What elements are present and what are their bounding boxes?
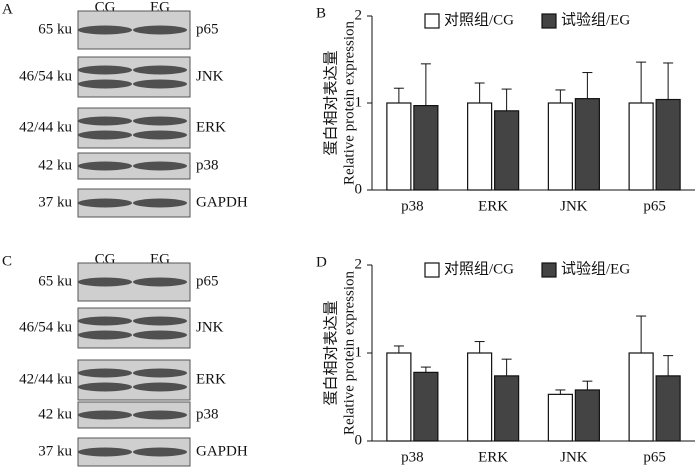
protein-label: p38 xyxy=(196,157,219,173)
blot-band xyxy=(78,65,132,75)
y-tick-label: 0 xyxy=(355,181,363,197)
x-tick-label: p38 xyxy=(401,449,424,465)
molecular-weight: 37 ku xyxy=(38,194,72,210)
y-tick-label: 1 xyxy=(355,94,363,110)
x-tick-label: p65 xyxy=(643,198,666,214)
legend-swatch xyxy=(424,13,440,29)
molecular-weight: 46/54 ku xyxy=(19,319,72,335)
protein-label: p65 xyxy=(196,273,219,289)
legend-swatch xyxy=(424,262,440,278)
blot-background xyxy=(77,359,191,401)
protein-label: p65 xyxy=(196,21,219,37)
panel-label: C xyxy=(2,253,12,269)
blot-band xyxy=(78,277,132,287)
legend-swatch xyxy=(541,262,557,278)
protein-label: p38 xyxy=(196,406,219,422)
y-tick-label: 2 xyxy=(355,256,363,272)
blot-band xyxy=(78,161,132,171)
legend-label: 对照组/CG xyxy=(444,260,514,277)
blot-background xyxy=(77,56,191,98)
y-tick-label: 2 xyxy=(355,7,363,23)
blot-band xyxy=(133,116,187,126)
legend-label: 试验组/EG xyxy=(561,260,630,277)
blot-band xyxy=(133,447,187,457)
y-axis-title: Relative protein expression xyxy=(341,270,357,435)
blot-band xyxy=(78,410,132,420)
blot-band xyxy=(133,382,187,392)
blot-band xyxy=(133,368,187,378)
blot-band xyxy=(133,65,187,75)
blot-band xyxy=(133,410,187,420)
bar xyxy=(655,375,681,442)
protein-label: ERK xyxy=(196,119,226,135)
bar xyxy=(386,102,412,191)
bar xyxy=(547,393,573,442)
bar xyxy=(413,371,439,442)
molecular-weight: 42 ku xyxy=(38,406,72,422)
blot-band xyxy=(78,368,132,378)
blot-band xyxy=(78,130,132,140)
y-tick-label: 0 xyxy=(355,432,363,448)
blot-band xyxy=(78,116,132,126)
x-tick-label: JNK xyxy=(560,449,588,465)
bar xyxy=(494,110,520,191)
x-tick-label: p38 xyxy=(401,198,424,214)
molecular-weight: 42/44 ku xyxy=(19,119,72,135)
bar xyxy=(574,389,600,442)
legend-label: 对照组/CG xyxy=(444,11,514,28)
x-tick-label: ERK xyxy=(478,198,508,214)
protein-label: JNK xyxy=(196,319,224,335)
blot-background xyxy=(77,307,191,349)
bar xyxy=(628,352,654,442)
panel-label: B xyxy=(316,5,326,21)
x-tick-label: p65 xyxy=(643,449,666,465)
blot-band xyxy=(133,79,187,89)
protein-label: JNK xyxy=(196,68,224,84)
blot-band xyxy=(78,316,132,326)
bar xyxy=(655,98,681,191)
molecular-weight: 37 ku xyxy=(38,443,72,459)
blot-band xyxy=(133,161,187,171)
y-axis-title: Relative protein expression xyxy=(341,20,357,185)
blot-band xyxy=(133,277,187,287)
protein-label: ERK xyxy=(196,371,226,387)
molecular-weight: 65 ku xyxy=(38,273,72,289)
bar xyxy=(547,102,573,191)
protein-label: GAPDH xyxy=(196,443,248,459)
molecular-weight: 65 ku xyxy=(38,21,72,37)
x-tick-label: JNK xyxy=(560,198,588,214)
protein-label: GAPDH xyxy=(196,194,248,210)
panel-label: D xyxy=(316,254,327,270)
blot-band xyxy=(78,198,132,208)
bar xyxy=(467,352,493,442)
blot-band xyxy=(133,198,187,208)
blot-band xyxy=(133,25,187,35)
blot-band xyxy=(133,330,187,340)
molecular-weight: 46/54 ku xyxy=(19,68,72,84)
blot-background xyxy=(77,107,191,149)
blot-band xyxy=(133,130,187,140)
legend-swatch xyxy=(541,13,557,29)
y-tick-label: 1 xyxy=(355,344,363,360)
blot-band xyxy=(78,25,132,35)
legend-label: 试验组/EG xyxy=(561,11,630,28)
y-axis-title: 蛋白相对表达量 xyxy=(322,50,339,155)
bar xyxy=(413,105,439,191)
x-tick-label: ERK xyxy=(478,449,508,465)
blot-band xyxy=(78,79,132,89)
molecular-weight: 42 ku xyxy=(38,157,72,173)
blot-band xyxy=(78,447,132,457)
bar xyxy=(467,102,493,191)
blot-band xyxy=(78,382,132,392)
bar xyxy=(494,375,520,442)
blot-band xyxy=(133,316,187,326)
y-axis-title: 蛋白相对表达量 xyxy=(322,300,339,405)
bar xyxy=(628,102,654,191)
bar xyxy=(574,98,600,191)
panel-label: A xyxy=(2,1,13,17)
molecular-weight: 42/44 ku xyxy=(19,371,72,387)
blot-band xyxy=(78,330,132,340)
bar xyxy=(386,352,412,442)
